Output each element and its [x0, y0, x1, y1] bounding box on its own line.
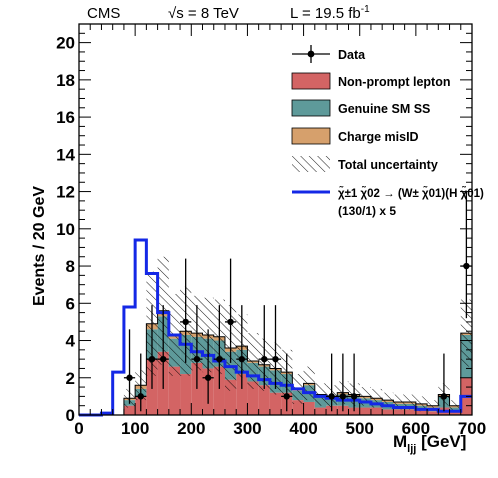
- stack-bin-non-prompt-lepton-30: [415, 409, 428, 415]
- data-point-9: [236, 305, 248, 389]
- data-points: [123, 191, 472, 412]
- y-tick-label-12: 12: [56, 183, 75, 202]
- lumi-sup: -1: [361, 4, 370, 15]
- signal-histogram: [79, 238, 472, 417]
- y-tick-label-6: 6: [66, 294, 75, 313]
- data-point-12: [281, 353, 293, 412]
- data-point-0: [123, 329, 136, 404]
- x-tick-label-400: 400: [289, 419, 317, 438]
- x-axis-title: Mljj [GeV]: [393, 432, 466, 455]
- uncertainty-bin-31: [427, 400, 439, 412]
- legend-swatch-charge-misid: [291, 127, 331, 145]
- stack-bin-non-prompt-lepton-15: [247, 381, 259, 415]
- stack-bin-non-prompt-lepton-17: [269, 392, 282, 415]
- uncertainty-bin-20: [303, 366, 315, 401]
- stack-bin-non-prompt-lepton-28: [393, 409, 405, 415]
- x-tick-label-600: 600: [402, 419, 430, 438]
- y-tick-label-16: 16: [56, 108, 75, 127]
- legend-entry-data: [292, 45, 330, 63]
- axes: 0 100 200 300 400 500 600 700 0 2 4 6 8 10 12 14 16 18 20: [56, 23, 486, 438]
- x-tick-label-700: 700: [458, 419, 486, 438]
- data-point-7: [213, 305, 225, 389]
- stack-bin-non-prompt-lepton-14: [236, 374, 248, 415]
- uncertainty-bin-25: [359, 387, 371, 406]
- data-point-6: [202, 329, 214, 404]
- data-point-11: [269, 305, 282, 389]
- stack-bin-non-prompt-lepton-4: [123, 405, 136, 415]
- y-tick-label-8: 8: [66, 257, 75, 276]
- stack-bin-non-prompt-lepton-10: [191, 362, 203, 415]
- x-tick-label-100: 100: [121, 419, 149, 438]
- legend-label-signal-2: (130/1) x 5: [338, 204, 396, 218]
- y-tick-label-20: 20: [56, 34, 75, 53]
- legend-label-charge-misid: Charge misID: [338, 130, 419, 144]
- y-tick-label-4: 4: [66, 332, 76, 351]
- stack-bin-non-prompt-lepton-25: [359, 407, 371, 415]
- uncertainty-bin-15: [247, 333, 259, 389]
- x-axis-title-unit: [GeV]: [416, 432, 466, 451]
- stack-bin-non-prompt-lepton-33: [449, 411, 461, 415]
- legend-label-data: Data: [338, 48, 366, 62]
- uncertainty-bin-26: [370, 388, 383, 408]
- stack-bin-non-prompt-lepton-19: [292, 400, 304, 415]
- x-tick-label-500: 500: [346, 419, 374, 438]
- stack-bin-non-prompt-lepton-21: [314, 407, 327, 415]
- data-point-10: [258, 305, 270, 389]
- data-point-1: [135, 353, 147, 412]
- legend-label-non-prompt-lepton: Non-prompt lepton: [338, 75, 450, 89]
- data-point-13: [326, 353, 338, 412]
- energy-label: √s = 8 TeV: [168, 5, 239, 22]
- legend-label-signal: χ̃±1 χ̃02 → (W± χ̃01)(H χ̃01): [338, 187, 484, 200]
- data-point-14: [337, 353, 349, 412]
- stack-bin-non-prompt-lepton-27: [382, 409, 394, 415]
- data-point-5: [191, 305, 203, 389]
- y-tick-label-2: 2: [66, 369, 75, 388]
- y-tick-label-18: 18: [56, 71, 75, 90]
- data-point-3: [157, 305, 169, 389]
- uncertainty-bin-29: [404, 394, 416, 410]
- x-tick-label-0: 0: [74, 419, 83, 438]
- stack-bin-non-prompt-lepton-12: [213, 366, 225, 415]
- data-point-4: [180, 258, 192, 363]
- legend: Data Non-prompt lepton Genuine SM SS Charge…: [291, 45, 484, 218]
- uncertainty-bin-28: [393, 394, 405, 410]
- uncertainty-bin-33: [449, 400, 461, 412]
- experiment-label: CMS: [87, 5, 120, 22]
- stack-bin-non-prompt-lepton-8: [168, 366, 181, 415]
- y-axis-title: Events / 20 GeV: [31, 186, 48, 306]
- uncertainty-bin-21: [314, 383, 327, 406]
- lumi-text: L = 19.5 fb: [290, 5, 361, 22]
- stack-bin-non-prompt-lepton-31: [427, 411, 439, 415]
- x-axis-title-main: M: [393, 432, 407, 451]
- data-point-8: [224, 258, 237, 363]
- y-tick-label-0: 0: [66, 406, 75, 425]
- uncertainty-bin-34: [460, 299, 472, 367]
- data-point-16: [438, 353, 450, 412]
- x-tick-label-200: 200: [177, 419, 205, 438]
- legend-swatch-genuine-sm-ss: [291, 99, 331, 117]
- y-tick-label-14: 14: [56, 145, 75, 164]
- stack-bin-non-prompt-lepton-26: [370, 407, 383, 415]
- stack-bin-non-prompt-lepton-16: [258, 385, 270, 415]
- stack-bin-non-prompt-lepton-20: [303, 401, 315, 415]
- data-point-15: [348, 353, 360, 412]
- stack-bin-non-prompt-lepton-13: [224, 379, 237, 415]
- y-tick-label-10: 10: [56, 220, 75, 239]
- stack-bin-non-prompt-lepton-9: [180, 374, 192, 415]
- x-axis-title-sub: ljj: [407, 443, 416, 455]
- legend-swatch-non-prompt-lepton: [291, 72, 331, 90]
- data-point-2: [146, 305, 158, 389]
- legend-label-genuine-sm-ss: Genuine SM SS: [338, 102, 430, 116]
- signal-line: [79, 238, 472, 417]
- lumi-label: L = 19.5 fb-1: [290, 4, 370, 22]
- legend-label-uncertainty: Total uncertainty: [338, 158, 438, 172]
- uncertainty-bin-30: [415, 396, 428, 412]
- stack-bin-non-prompt-lepton-29: [404, 409, 416, 415]
- uncertainty-bin-27: [382, 392, 394, 408]
- x-tick-label-300: 300: [233, 419, 261, 438]
- legend-swatch-uncertainty: [292, 156, 330, 172]
